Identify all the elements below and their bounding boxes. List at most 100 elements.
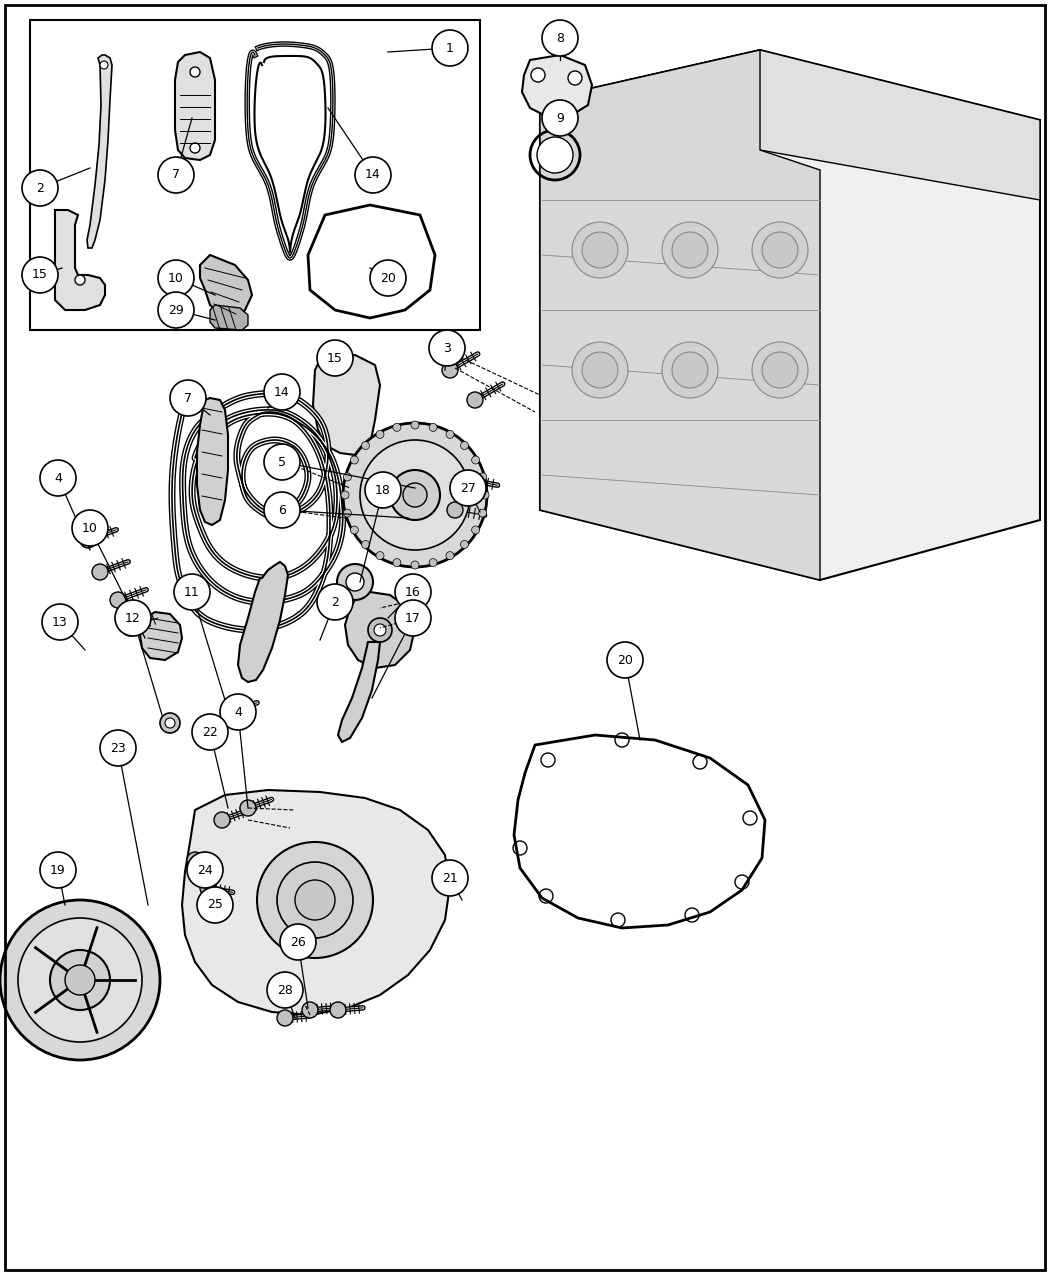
Circle shape <box>481 491 489 499</box>
Circle shape <box>65 965 94 994</box>
Text: 6: 6 <box>278 504 286 516</box>
Circle shape <box>317 340 353 376</box>
Circle shape <box>222 703 238 718</box>
Circle shape <box>360 440 470 550</box>
Circle shape <box>116 601 151 636</box>
Circle shape <box>100 61 108 69</box>
Circle shape <box>572 222 628 278</box>
Circle shape <box>672 352 708 388</box>
Text: 11: 11 <box>184 585 200 598</box>
Polygon shape <box>197 398 228 525</box>
Circle shape <box>170 380 206 416</box>
Circle shape <box>361 441 370 450</box>
Circle shape <box>92 564 108 580</box>
Text: 23: 23 <box>110 742 126 755</box>
Text: 10: 10 <box>82 521 98 534</box>
Circle shape <box>341 491 349 499</box>
Circle shape <box>368 618 392 643</box>
Circle shape <box>40 852 76 887</box>
Circle shape <box>531 68 545 82</box>
Text: 16: 16 <box>405 585 421 598</box>
Circle shape <box>355 157 391 193</box>
Text: 7: 7 <box>172 168 180 181</box>
Text: 13: 13 <box>52 616 68 629</box>
Circle shape <box>582 232 618 268</box>
Text: 12: 12 <box>125 612 141 625</box>
Circle shape <box>18 918 142 1042</box>
Text: 2: 2 <box>36 181 44 195</box>
Circle shape <box>280 924 316 960</box>
Circle shape <box>411 421 419 428</box>
Polygon shape <box>87 55 112 249</box>
Polygon shape <box>540 50 1040 200</box>
Circle shape <box>187 852 203 868</box>
Polygon shape <box>345 592 415 668</box>
Polygon shape <box>313 354 380 455</box>
Polygon shape <box>540 50 1040 580</box>
Text: 21: 21 <box>442 872 458 885</box>
Text: 8: 8 <box>556 32 564 45</box>
Circle shape <box>370 260 406 296</box>
Polygon shape <box>540 50 820 580</box>
Circle shape <box>190 143 200 153</box>
Text: 4: 4 <box>234 705 242 719</box>
Circle shape <box>393 423 401 431</box>
Circle shape <box>80 532 96 548</box>
Circle shape <box>75 275 85 286</box>
Circle shape <box>542 20 578 56</box>
Text: 24: 24 <box>197 863 213 876</box>
Circle shape <box>479 509 486 518</box>
Circle shape <box>343 509 352 518</box>
Circle shape <box>197 887 233 923</box>
Text: 5: 5 <box>278 455 286 468</box>
Circle shape <box>0 900 160 1060</box>
Circle shape <box>447 502 463 518</box>
Text: 29: 29 <box>168 303 184 316</box>
Text: 3: 3 <box>443 342 450 354</box>
Circle shape <box>100 731 136 766</box>
Text: 15: 15 <box>33 269 48 282</box>
Text: 18: 18 <box>375 483 391 496</box>
Circle shape <box>22 258 58 293</box>
Circle shape <box>277 1010 293 1026</box>
Circle shape <box>192 714 228 750</box>
Circle shape <box>361 541 370 548</box>
Circle shape <box>158 292 194 328</box>
Circle shape <box>351 456 358 464</box>
Text: 17: 17 <box>405 612 421 625</box>
Circle shape <box>302 1002 318 1017</box>
Text: 22: 22 <box>202 725 218 738</box>
Polygon shape <box>175 52 215 159</box>
Circle shape <box>568 71 582 85</box>
Circle shape <box>460 472 476 488</box>
Circle shape <box>607 643 643 678</box>
Text: 2: 2 <box>331 595 339 608</box>
Polygon shape <box>210 305 248 330</box>
Circle shape <box>376 552 384 560</box>
Circle shape <box>72 510 108 546</box>
Polygon shape <box>55 210 105 310</box>
Text: 20: 20 <box>617 654 633 667</box>
Circle shape <box>582 352 618 388</box>
Circle shape <box>432 31 468 66</box>
Circle shape <box>479 473 486 481</box>
Circle shape <box>572 342 628 398</box>
Circle shape <box>343 423 487 567</box>
Circle shape <box>165 718 175 728</box>
Text: 14: 14 <box>274 385 290 399</box>
Circle shape <box>411 561 419 569</box>
Text: 28: 28 <box>277 983 293 997</box>
Text: 1: 1 <box>446 42 454 55</box>
Polygon shape <box>338 643 380 742</box>
Circle shape <box>752 222 808 278</box>
Polygon shape <box>200 255 252 317</box>
Circle shape <box>343 473 352 481</box>
Circle shape <box>762 232 798 268</box>
Polygon shape <box>140 612 182 660</box>
Text: 26: 26 <box>290 936 306 949</box>
Circle shape <box>158 157 194 193</box>
Circle shape <box>467 391 483 408</box>
Circle shape <box>346 572 364 592</box>
Circle shape <box>330 1002 346 1017</box>
Circle shape <box>429 423 437 431</box>
